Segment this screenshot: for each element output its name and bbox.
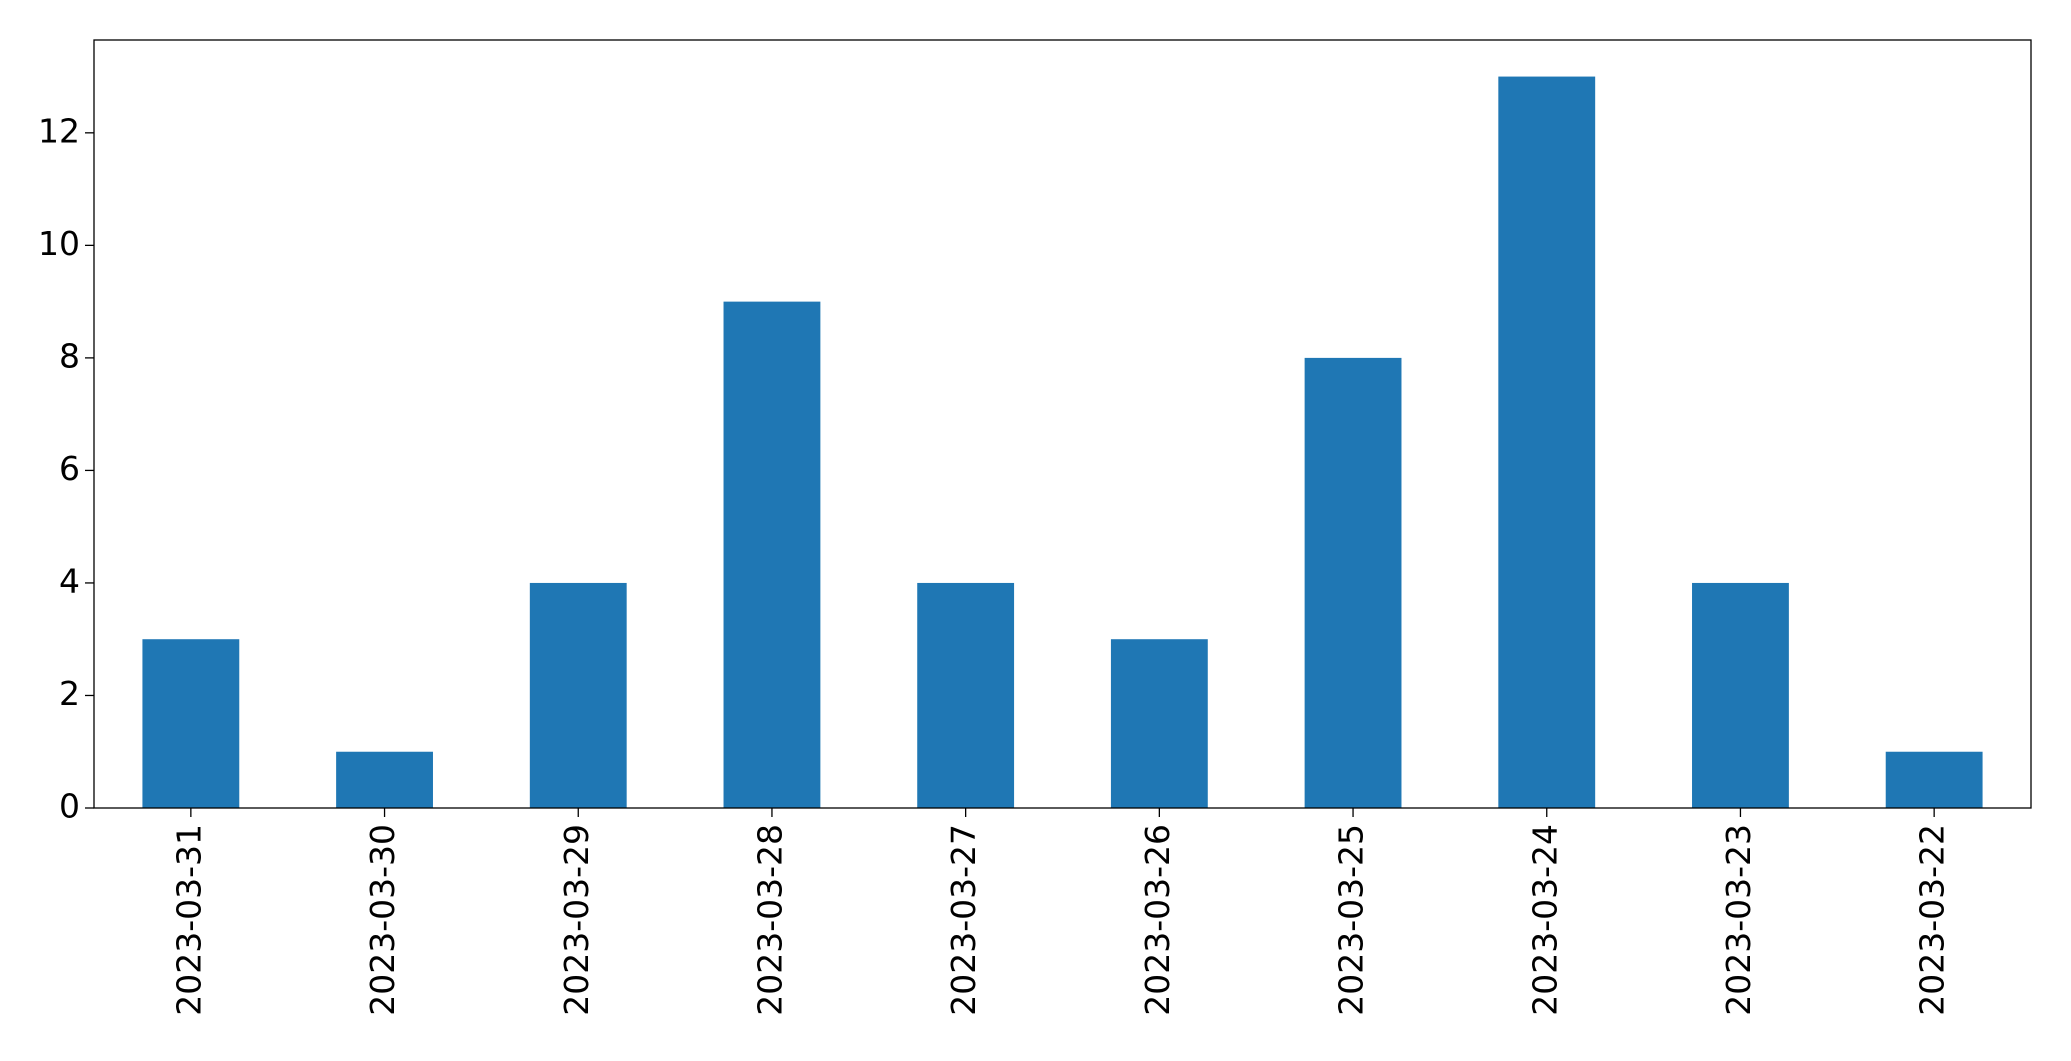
bar xyxy=(1498,76,1596,809)
bar xyxy=(917,582,1015,808)
y-tick-label: 12 xyxy=(38,111,80,150)
x-tick-label: 2023-03-27 xyxy=(944,824,983,1016)
bar xyxy=(529,582,627,808)
y-tick-label: 6 xyxy=(59,449,80,488)
y-tick-label: 0 xyxy=(59,787,80,826)
x-tick-label: 2023-03-23 xyxy=(1719,824,1758,1016)
bar xyxy=(723,301,821,808)
x-tick-label: 2023-03-30 xyxy=(363,824,402,1016)
x-tick-label: 2023-03-24 xyxy=(1525,824,1564,1016)
bar xyxy=(1692,582,1789,808)
y-tick-label: 4 xyxy=(59,561,80,600)
x-tick-label: 2023-03-31 xyxy=(169,824,208,1016)
y-tick-label: 10 xyxy=(38,224,80,263)
x-tick-label: 2023-03-26 xyxy=(1138,824,1177,1016)
bar xyxy=(142,639,240,808)
y-tick-label: 2 xyxy=(59,674,80,713)
bar xyxy=(1885,751,1983,808)
x-tick-label: 2023-03-22 xyxy=(1913,824,1952,1016)
x-tick-label: 2023-03-28 xyxy=(750,824,789,1016)
y-tick-label: 8 xyxy=(59,336,80,375)
x-tick-label: 2023-03-29 xyxy=(557,824,596,1016)
bar xyxy=(1110,639,1208,808)
bar xyxy=(336,751,433,808)
bar xyxy=(1304,357,1402,808)
x-tick-label: 2023-03-25 xyxy=(1332,824,1371,1016)
axes-frame xyxy=(93,39,2032,809)
